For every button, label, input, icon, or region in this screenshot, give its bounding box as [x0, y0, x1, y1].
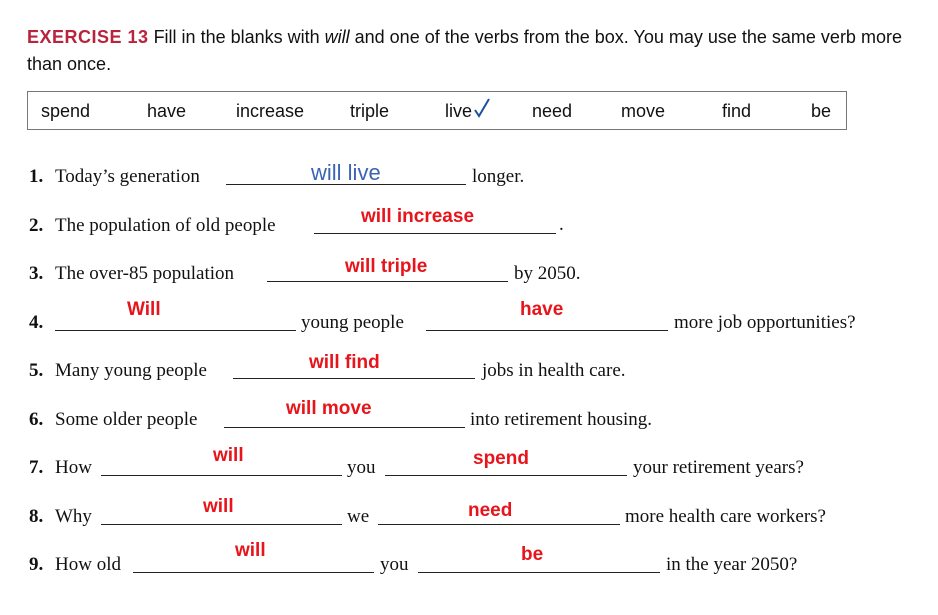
- word-increase: increase: [236, 101, 305, 121]
- answer-blank[interactable]: [314, 233, 556, 234]
- answer-text: will: [203, 496, 234, 517]
- answer-blank[interactable]: [385, 475, 627, 476]
- item-text: The population of old people: [55, 215, 276, 236]
- answer-text: spend: [473, 448, 529, 469]
- word-box: spend have increase triple live need mov…: [27, 91, 847, 130]
- item-text: more health care workers?: [625, 506, 826, 527]
- answer-text: will find: [309, 352, 380, 373]
- word-have: have: [147, 101, 187, 121]
- answer-text: be: [521, 544, 544, 565]
- item-text: How: [55, 457, 92, 478]
- item-number: 2.: [29, 215, 44, 236]
- item-text: young people: [301, 312, 404, 333]
- answer-blank[interactable]: [233, 378, 475, 379]
- answer-blank[interactable]: [101, 524, 342, 525]
- item-text: we: [347, 506, 370, 527]
- answer-blank[interactable]: [426, 330, 668, 331]
- item-text: in the year 2050?: [666, 554, 798, 575]
- instruction-italic: will: [324, 27, 350, 47]
- item-text: into retirement housing.: [470, 409, 653, 430]
- answer-blank[interactable]: [418, 572, 660, 573]
- item-number: 9.: [29, 554, 44, 575]
- answer-blank[interactable]: [267, 281, 508, 282]
- item-text: Many young people: [55, 360, 207, 381]
- item-text: How old: [55, 554, 121, 575]
- answer-blank[interactable]: [378, 524, 620, 525]
- item-text: Why: [55, 506, 92, 527]
- item-text: your retirement years?: [633, 457, 804, 478]
- item-number: 6.: [29, 409, 44, 430]
- item-text: jobs in health care.: [482, 360, 626, 381]
- word-live: live: [445, 101, 473, 121]
- item-number: 3.: [29, 263, 44, 284]
- answer-blank[interactable]: [101, 475, 342, 476]
- exercise-instructions: EXERCISE 13 Fill in the blanks with will…: [27, 24, 907, 78]
- checkmark-icon: [474, 98, 490, 124]
- answer-text: Will: [127, 299, 161, 320]
- answer-text: need: [468, 500, 513, 521]
- answer-text: will move: [286, 398, 372, 419]
- word-be: be: [811, 101, 832, 121]
- item-number: 7.: [29, 457, 44, 478]
- answer-blank[interactable]: [55, 330, 296, 331]
- word-spend: spend: [41, 101, 91, 121]
- answer-text: will: [213, 445, 244, 466]
- word-move: move: [621, 101, 666, 121]
- exercise-label: EXERCISE 13: [27, 27, 149, 47]
- answer-text: will live: [311, 160, 381, 185]
- item-text: .: [559, 214, 564, 235]
- item-text: you: [347, 457, 376, 478]
- item-text: Today’s generation: [55, 166, 200, 187]
- answer-text: will increase: [361, 206, 475, 227]
- answer-blank[interactable]: [224, 427, 465, 428]
- instruction-text-1: Fill in the blanks with: [148, 27, 325, 47]
- instruction-text-2: and one of the verbs from the box. You m…: [27, 27, 902, 74]
- item-text: Some older people: [55, 409, 198, 430]
- answer-blank[interactable]: [226, 184, 466, 185]
- item-text: more job opportunities?: [674, 312, 856, 333]
- item-number: 5.: [29, 360, 44, 381]
- answer-blank[interactable]: [133, 572, 374, 573]
- item-text: longer.: [472, 166, 525, 187]
- item-number: 8.: [29, 506, 44, 527]
- answer-text: will triple: [345, 256, 428, 277]
- item-text: by 2050.: [514, 263, 581, 284]
- answer-text: will: [235, 540, 266, 561]
- item-text: The over-85 population: [55, 263, 235, 284]
- item-number: 1.: [29, 166, 44, 187]
- word-need: need: [532, 101, 573, 121]
- item-text: you: [380, 554, 409, 575]
- item-number: 4.: [29, 312, 44, 333]
- word-triple: triple: [350, 101, 390, 121]
- word-find: find: [722, 101, 752, 121]
- answer-text: have: [520, 299, 564, 320]
